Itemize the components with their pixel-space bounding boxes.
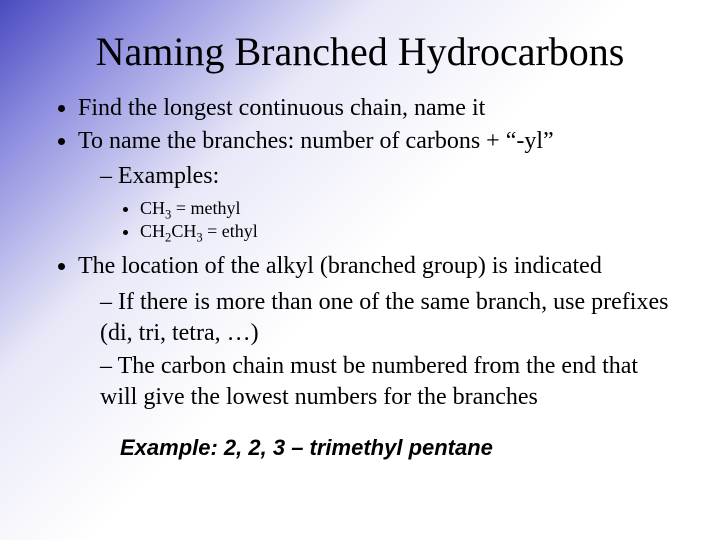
bullet-3-sublist: If there is more than one of the same br… — [78, 287, 670, 414]
ex2-post: = ethyl — [203, 221, 258, 241]
bullet-3-sub-1: If there is more than one of the same br… — [100, 287, 670, 349]
ex2-a-pre: CH — [140, 221, 165, 241]
slide: Naming Branched Hydrocarbons Find the lo… — [0, 0, 720, 540]
bullet-1: Find the longest continuous chain, name … — [78, 93, 670, 124]
example-2: CH2CH3 = ethyl — [140, 220, 670, 243]
examples-list: CH3 = methyl CH2CH3 = ethyl — [100, 197, 670, 244]
ex2-b-pre: CH — [171, 221, 196, 241]
bullet-3-text: The location of the alkyl (branched grou… — [78, 253, 602, 279]
slide-title: Naming Branched Hydrocarbons — [50, 28, 670, 75]
bullet-2-sub-1: Examples: CH3 = methyl CH2CH3 = ethyl — [100, 161, 670, 243]
example-1: CH3 = methyl — [140, 197, 670, 220]
bullet-2-sub-1-text: Examples: — [118, 163, 219, 189]
bullet-list: Find the longest continuous chain, name … — [50, 93, 670, 413]
ex1-pre: CH — [140, 198, 165, 218]
bullet-3-sub-2: The carbon chain must be numbered from t… — [100, 351, 670, 413]
ex1-post: = methyl — [171, 198, 240, 218]
bullet-2: To name the branches: number of carbons … — [78, 126, 670, 243]
bullet-2-text: To name the branches: number of carbons … — [78, 128, 554, 154]
final-example: Example: 2, 2, 3 – trimethyl pentane — [120, 435, 670, 461]
bullet-3: The location of the alkyl (branched grou… — [78, 251, 670, 413]
bullet-2-sublist: Examples: CH3 = methyl CH2CH3 = ethyl — [78, 161, 670, 243]
